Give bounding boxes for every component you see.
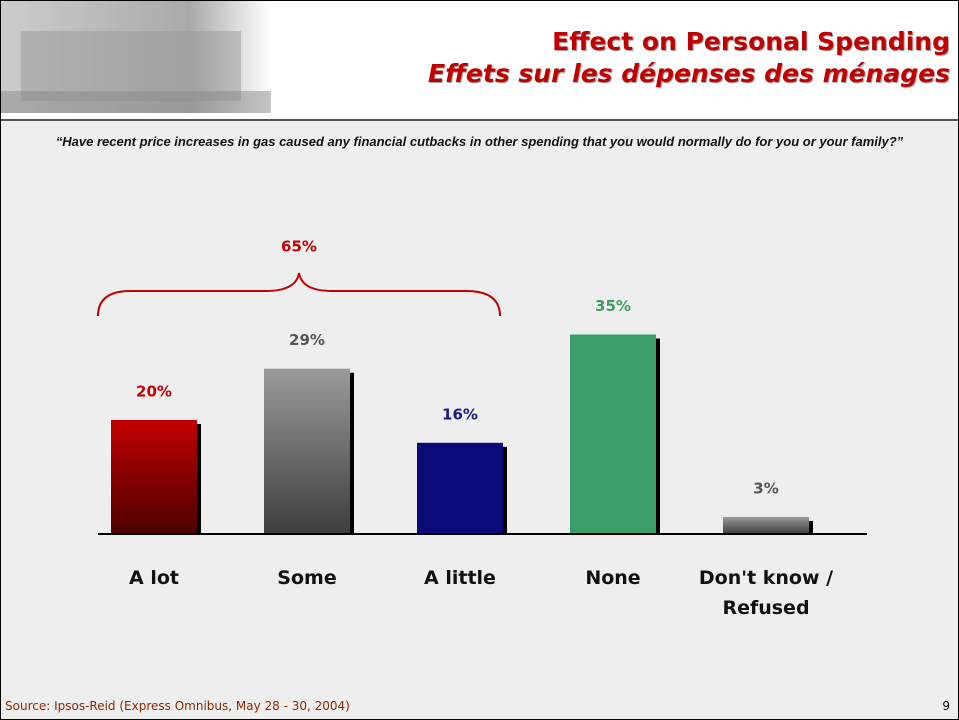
bar-shade: [111, 420, 197, 534]
slide: Effect on Personal Spending Effets sur l…: [0, 0, 959, 720]
category-label: A lot: [84, 563, 224, 593]
source: Source: Ipsos-Reid (Express Omnibus, May…: [5, 699, 350, 713]
bar-shade: [264, 369, 350, 534]
annotation: 65%: [281, 238, 317, 256]
page-number: 9: [942, 699, 950, 713]
category-label: Don't know / Refused: [696, 563, 836, 623]
bar: [417, 443, 503, 534]
value-label: 3%: [753, 479, 778, 497]
value-label: 16%: [442, 405, 478, 423]
bar-shade: [723, 517, 809, 534]
bar: [570, 335, 656, 535]
category-label: A little: [390, 563, 530, 593]
category-label: None: [543, 563, 683, 593]
bracket: [98, 273, 500, 316]
value-label: 35%: [595, 297, 631, 315]
value-label: 29%: [289, 331, 325, 349]
category-label: Some: [237, 563, 377, 593]
value-label: 20%: [136, 383, 172, 401]
